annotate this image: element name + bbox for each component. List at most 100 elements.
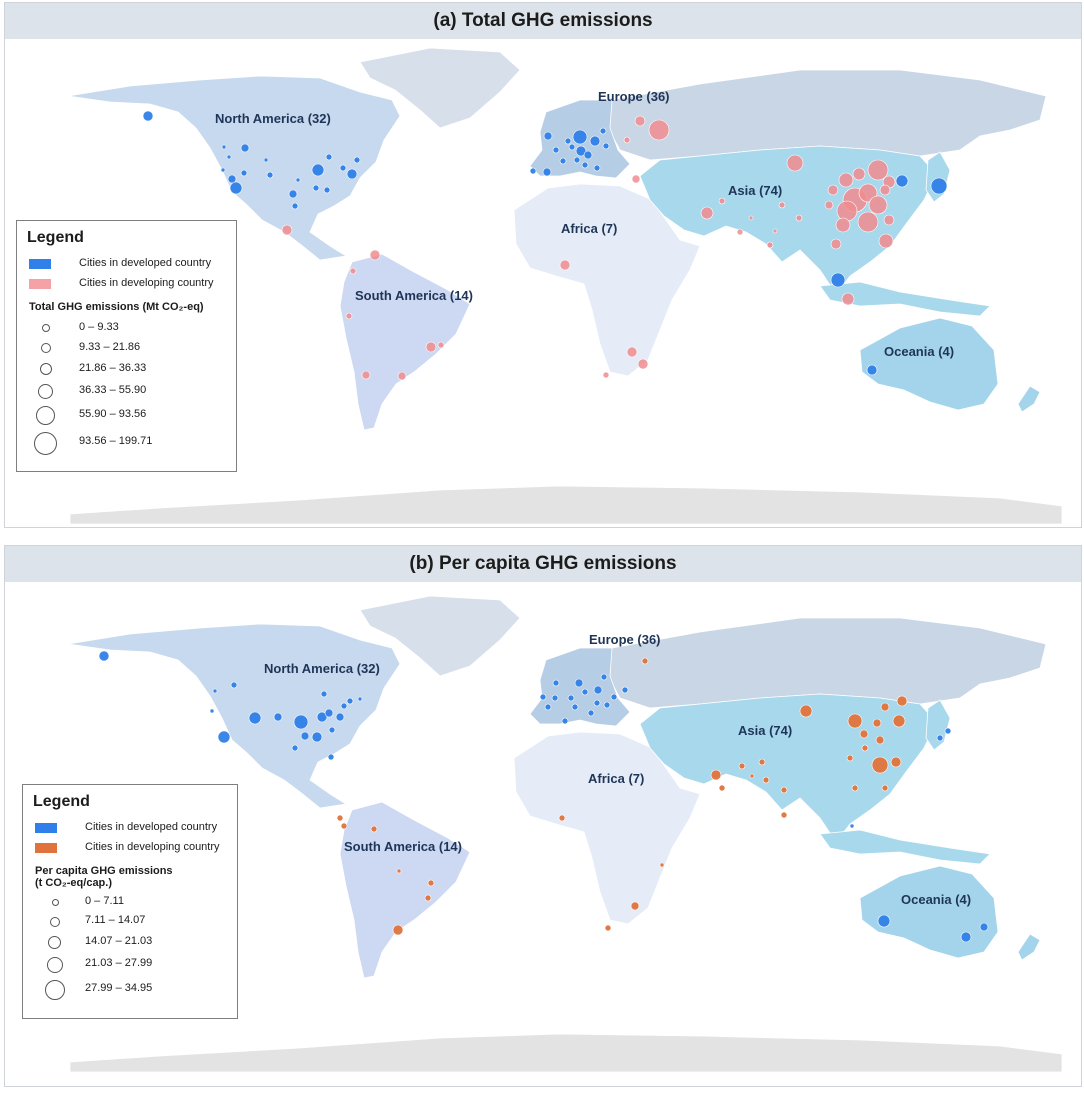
- city-marker-developing: [878, 233, 894, 249]
- land-japan: [925, 699, 951, 751]
- city-marker-developing: [824, 200, 834, 210]
- city-marker-developing: [867, 159, 889, 181]
- region-labels-a: North America (32) Europe (36) Asia (74)…: [215, 89, 954, 359]
- city-marker-developing: [896, 695, 908, 707]
- land-antarctica: [69, 485, 1063, 525]
- city-marker-developed: [320, 690, 328, 698]
- city-marker-developing: [858, 183, 878, 203]
- land-russia: [607, 69, 1047, 161]
- city-marker-developing: [345, 312, 353, 320]
- legend-developing-label: Cities in developing country: [85, 841, 220, 853]
- city-marker-developed: [568, 143, 576, 151]
- city-marker-developing: [631, 174, 641, 184]
- region-label-europe: Europe (36): [589, 632, 661, 647]
- city-marker-developed: [574, 678, 584, 688]
- land-north-america: [67, 623, 401, 809]
- city-marker-developed: [295, 177, 301, 183]
- city-marker-developed: [559, 157, 567, 165]
- city-marker-developed: [209, 708, 215, 714]
- city-marker-developing: [879, 184, 891, 196]
- city-marker-developed: [589, 135, 601, 147]
- city-marker-developed: [293, 714, 309, 730]
- developing-swatch: [35, 843, 57, 853]
- city-marker-developing: [392, 924, 404, 936]
- city-marker-developing: [648, 119, 670, 141]
- city-marker-developing: [841, 292, 855, 306]
- size-class-label: 14.07 – 21.03: [85, 935, 153, 947]
- legend-per-capita: Legend Cities in developed country Citie…: [22, 784, 238, 1019]
- city-marker-developed: [621, 686, 629, 694]
- city-marker-developing: [626, 346, 638, 358]
- city-marker-developed: [561, 717, 569, 725]
- city-marker-developing: [892, 714, 906, 728]
- size-circle: [34, 432, 57, 455]
- city-marker-developing: [604, 924, 612, 932]
- size-class-label: 27.99 – 34.95: [85, 982, 153, 994]
- city-marker-developing: [838, 172, 854, 188]
- city-marker-developed: [229, 181, 243, 195]
- city-marker-developed: [944, 727, 952, 735]
- city-marker-developed: [98, 650, 110, 662]
- city-marker-developed: [324, 708, 334, 718]
- city-marker-developed: [273, 712, 283, 722]
- city-marker-developing: [872, 718, 882, 728]
- city-marker-developed: [600, 673, 608, 681]
- size-circle: [45, 980, 65, 1000]
- city-marker-developed: [575, 145, 587, 157]
- city-marker-developed: [142, 110, 154, 122]
- city-marker-developing: [875, 735, 885, 745]
- land-layer-b: [67, 595, 1063, 1073]
- city-marker-developed: [564, 137, 572, 145]
- city-marker-developed: [340, 702, 348, 710]
- city-marker-developed: [551, 694, 559, 702]
- city-marker-developing: [427, 879, 435, 887]
- city-marker-developed: [529, 167, 537, 175]
- city-marker-developing: [762, 776, 770, 784]
- city-marker-developing: [758, 758, 766, 766]
- city-marker-developed: [571, 703, 579, 711]
- land-south-america: [339, 253, 471, 431]
- city-marker-developing: [780, 786, 788, 794]
- size-circle: [48, 936, 61, 949]
- city-marker-developed: [593, 164, 601, 172]
- land-africa: [513, 731, 701, 925]
- city-marker-developed: [212, 688, 218, 694]
- size-class-label: 0 – 9.33: [79, 321, 119, 333]
- city-marker-developed: [593, 685, 603, 695]
- city-marker-developed: [240, 143, 250, 153]
- city-marker-developed: [544, 703, 552, 711]
- city-marker-developed: [572, 129, 588, 145]
- city-marker-developed: [583, 150, 593, 160]
- region-labels-b: North America (32) Europe (36) Asia (74)…: [264, 632, 971, 907]
- size-class: 14.07 – 21.03: [23, 932, 237, 954]
- city-marker-developing: [361, 370, 371, 380]
- city-marker-developed: [339, 164, 347, 172]
- city-marker-developing: [659, 862, 665, 868]
- city-marker-developing: [778, 201, 786, 209]
- city-marker-developing: [370, 825, 378, 833]
- land-antarctica: [69, 1033, 1063, 1073]
- city-marker-developed: [300, 731, 310, 741]
- legend-size-title: Per capita GHG emissions (t CO₂-eq/cap.): [35, 865, 237, 889]
- size-class-label: 7.11 – 14.07: [85, 914, 146, 926]
- legend-developing-label: Cities in developing country: [79, 277, 214, 289]
- size-circle: [52, 899, 59, 906]
- land-maritime-asia: [819, 829, 991, 865]
- city-marker-developed: [930, 177, 948, 195]
- region-label-oceania: Oceania (4): [884, 344, 954, 359]
- city-marker-developed: [266, 171, 274, 179]
- city-marker-developing: [718, 197, 726, 205]
- city-marker-developing: [871, 756, 889, 774]
- city-marker-developing: [424, 894, 432, 902]
- size-class-label: 9.33 – 21.86: [79, 341, 141, 353]
- city-marker-developing: [859, 729, 869, 739]
- city-marker-developing: [281, 224, 293, 236]
- city-marker-developing: [602, 371, 610, 379]
- city-marker-developed: [240, 169, 248, 177]
- legend-item-developed: Cities in developed country: [23, 819, 237, 839]
- city-marker-developing: [637, 358, 649, 370]
- city-marker-developing: [630, 901, 640, 911]
- size-circle: [41, 343, 51, 353]
- city-marker-developed: [353, 156, 361, 164]
- city-marker-developed: [979, 922, 989, 932]
